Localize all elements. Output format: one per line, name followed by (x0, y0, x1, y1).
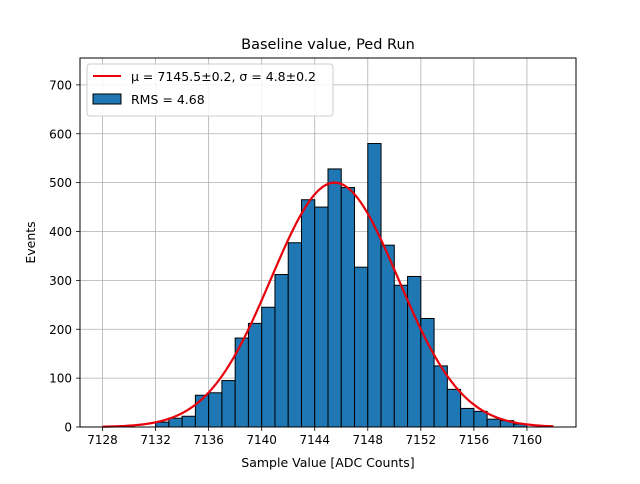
histogram-bar (181, 415, 196, 428)
legend-hist-label: RMS = 4.68 (131, 92, 205, 107)
histogram-bar (208, 392, 223, 428)
histogram-bar (367, 143, 382, 428)
y-tick-label: 100 (49, 372, 72, 386)
y-axis-ticks: 0 100 200 300 400 500 600 700 (49, 78, 80, 435)
histogram-bar (380, 244, 395, 428)
plot-frame (79, 57, 577, 428)
histogram-bar (168, 417, 183, 428)
y-tick-label: 600 (49, 127, 72, 141)
histogram-bar (460, 407, 475, 428)
y-tick-label: 300 (49, 274, 72, 288)
y-tick-label: 700 (49, 78, 72, 92)
histogram-bar (354, 266, 369, 428)
histogram-bar (247, 322, 263, 428)
x-tick-label: 7128 (87, 433, 118, 447)
histogram-bar (314, 206, 329, 428)
x-tick-label: 7156 (459, 433, 490, 447)
gaussian-fit (102, 181, 554, 428)
y-axis-label: Events (23, 221, 38, 263)
histogram-bar (407, 275, 422, 428)
histogram-bar (340, 187, 356, 428)
y-tick-label: 400 (49, 225, 72, 239)
legend: μ = 7145.5±0.2, σ = 4.8±0.2 RMS = 4.68 (86, 63, 334, 117)
x-axis-label: Sample Value [ADC Counts] (241, 455, 414, 470)
y-tick-label: 0 (64, 421, 72, 435)
y-tick-label: 500 (49, 176, 72, 190)
x-tick-label: 7152 (406, 433, 437, 447)
histogram-bar (261, 306, 276, 428)
x-tick-label: 7132 (140, 433, 171, 447)
histogram-bar (221, 380, 236, 428)
fit-curve (102, 181, 554, 428)
histogram-bar (287, 242, 302, 428)
histogram-bar (393, 284, 409, 428)
x-tick-label: 7144 (299, 433, 330, 447)
x-axis-ticks: 7128 7132 7136 7140 7144 7148 7152 7156 7160 (87, 427, 542, 447)
histogram-bars (155, 143, 528, 428)
legend-hist-swatch (92, 93, 122, 105)
histogram-bar (300, 199, 316, 428)
x-tick-label: 7160 (512, 433, 543, 447)
chart-title: Baseline value, Ped Run (241, 37, 415, 53)
histogram-bar (473, 410, 488, 428)
legend-box (86, 63, 334, 117)
histogram-bar (274, 274, 289, 428)
histogram-bar (446, 388, 462, 428)
histogram-bar (486, 418, 501, 428)
y-tick-label: 200 (49, 323, 72, 337)
legend-fit-label: μ = 7145.5±0.2, σ = 4.8±0.2 (131, 69, 316, 84)
x-tick-label: 7148 (353, 433, 384, 447)
x-tick-label: 7136 (193, 433, 224, 447)
histogram-bar (327, 168, 342, 428)
x-tick-label: 7140 (246, 433, 277, 447)
